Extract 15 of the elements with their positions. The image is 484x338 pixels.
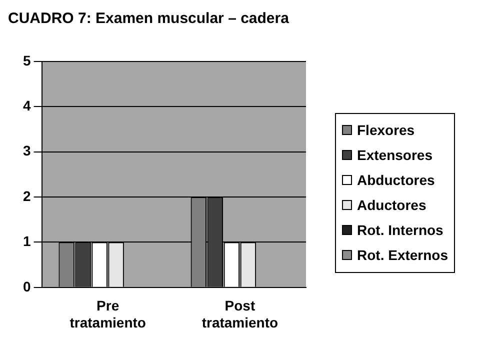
legend-label: Flexores [356, 121, 416, 140]
y-tick-label: 1 [22, 233, 31, 250]
legend-label: Rot. Internos [356, 221, 444, 240]
y-tick-label: 5 [22, 52, 31, 68]
legend-label: Aductores [356, 196, 428, 215]
y-tick-label: 0 [22, 278, 31, 294]
legend-label: Abductores [356, 171, 436, 190]
legend-label: Extensores [356, 146, 434, 165]
y-tick-label: 4 [22, 97, 31, 114]
x-tick-label: Post tratamiento [202, 298, 278, 330]
legend-label: Rot. Externos [356, 246, 448, 265]
y-tick-label: 3 [22, 142, 31, 159]
x-tick-label: Pre tratamiento [70, 298, 146, 330]
y-tick-label: 2 [22, 188, 31, 204]
chart-title: CUADRO 7: Examen muscular – cadera [8, 10, 289, 27]
